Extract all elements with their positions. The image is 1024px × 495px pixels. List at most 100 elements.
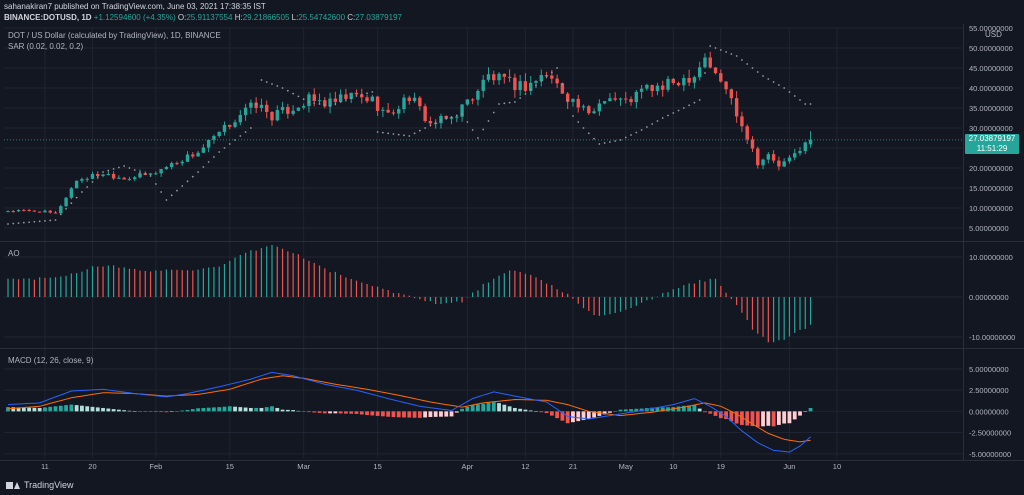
- macd-histogram-bar: [238, 407, 243, 412]
- candle-body: [59, 206, 63, 214]
- ao-tick-label: 0.00000000: [969, 293, 1009, 302]
- macd-histogram-bar: [148, 411, 153, 412]
- candle-body: [386, 109, 390, 113]
- macd-histogram-bar: [713, 411, 718, 416]
- tradingview-brand[interactable]: TradingView: [6, 480, 74, 490]
- macd-histogram-bar: [402, 411, 406, 418]
- candle-body: [798, 150, 802, 154]
- brand-name: TradingView: [24, 480, 74, 490]
- ao-bar: [809, 297, 812, 325]
- macd-histogram-bar: [497, 403, 501, 412]
- ao-bar: [17, 279, 20, 297]
- ao-bar: [667, 292, 669, 297]
- candle-body: [6, 211, 10, 213]
- macd-histogram-bar: [74, 405, 79, 412]
- ao-bar: [503, 273, 505, 297]
- x-tick-label: Apr: [462, 462, 474, 471]
- candle-body: [486, 74, 491, 80]
- sar-dot: [323, 104, 326, 106]
- candle-body: [777, 160, 781, 167]
- candle-body: [481, 79, 485, 91]
- candle-body: [460, 104, 464, 117]
- sar-dot: [603, 142, 606, 144]
- sar-dot: [96, 176, 99, 178]
- ao-bar: [530, 274, 532, 297]
- ao-bar: [762, 297, 764, 337]
- candle-body: [375, 96, 380, 111]
- macd-histogram-bar: [201, 407, 206, 412]
- macd-histogram-bar: [254, 407, 259, 412]
- macd-histogram-bar: [660, 407, 665, 412]
- candle-body: [745, 126, 749, 140]
- ao-bar: [799, 297, 801, 330]
- ao-bar: [450, 297, 453, 303]
- macd-histogram-bar: [476, 404, 480, 412]
- sar-dot: [440, 119, 442, 121]
- candle-body: [803, 142, 807, 151]
- sar-dot: [498, 103, 500, 105]
- ao-bar: [445, 297, 447, 304]
- sar-dot: [350, 97, 353, 99]
- macd-histogram-bar: [745, 411, 750, 426]
- candle-body: [27, 210, 31, 212]
- sar-dot: [656, 120, 659, 122]
- candle-body: [581, 106, 586, 108]
- macd-tick-label: 2.50000000: [969, 386, 1009, 395]
- candle-body: [354, 92, 359, 95]
- sar-dot: [297, 95, 300, 98]
- ao-bar: [461, 297, 463, 303]
- candle-body: [407, 97, 411, 102]
- ao-bar: [65, 275, 67, 297]
- sar-dot: [804, 103, 807, 105]
- ao-bar: [403, 294, 405, 297]
- sar-dot: [704, 72, 706, 74]
- ao-bar: [429, 297, 431, 301]
- macd-histogram-bar: [280, 409, 285, 412]
- sar-dot: [413, 132, 416, 135]
- ao-bar: [334, 271, 336, 297]
- sar-dot: [593, 137, 595, 140]
- sar-dot: [123, 165, 126, 167]
- ao-bar: [144, 270, 146, 297]
- ao-bar: [324, 268, 326, 297]
- candle-body: [74, 180, 79, 189]
- ao-bar: [466, 297, 468, 298]
- price-tick-label: 15.00000000: [969, 184, 1013, 193]
- sar-dot: [645, 126, 648, 128]
- ao-bar: [134, 268, 136, 297]
- candle-body: [565, 93, 570, 102]
- candle-body: [370, 96, 375, 102]
- ao-bar: [329, 272, 331, 297]
- candle-body: [808, 139, 813, 145]
- macd-histogram-bar: [729, 411, 734, 422]
- ao-bar: [783, 297, 785, 340]
- candle-body: [117, 177, 121, 179]
- ao-bar: [123, 267, 125, 297]
- candle-body: [602, 101, 607, 104]
- x-tick-label: Feb: [149, 462, 162, 471]
- sar-dot: [730, 53, 733, 55]
- sar-dot: [260, 79, 263, 81]
- macd-histogram-bar: [106, 408, 111, 412]
- ao-bar: [773, 297, 775, 343]
- macd-histogram-bar: [750, 411, 755, 427]
- ao-bar: [693, 283, 695, 297]
- candle-body: [412, 97, 417, 102]
- sar-dot: [355, 95, 358, 97]
- x-tick-label: 12: [521, 462, 529, 471]
- ao-bar: [625, 297, 627, 310]
- candle-body: [360, 94, 364, 98]
- sar-dot: [614, 140, 617, 142]
- price-tick-label: 40.00000000: [969, 84, 1013, 93]
- macd-histogram-bar: [718, 411, 723, 419]
- macd-histogram-bar: [212, 407, 216, 412]
- ao-bar: [487, 282, 490, 297]
- sar-dot: [249, 127, 252, 129]
- ao-bar: [7, 278, 9, 297]
- ao-bar: [255, 250, 257, 297]
- ao-bar: [545, 283, 548, 297]
- x-tick-label: 19: [717, 462, 725, 471]
- sar-dot: [624, 136, 627, 139]
- sar-dot: [381, 131, 384, 134]
- sar-dot: [746, 63, 749, 65]
